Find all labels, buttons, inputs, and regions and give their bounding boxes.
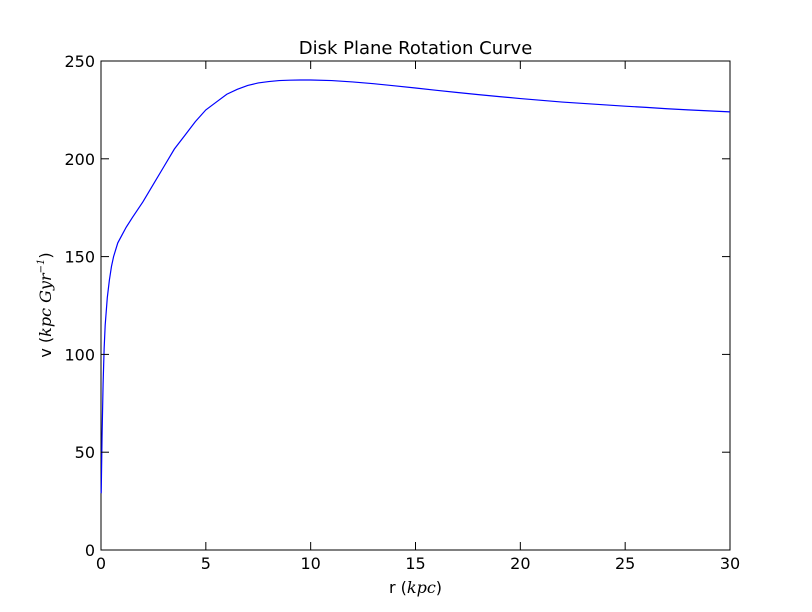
x-tick-label-3: 15 bbox=[405, 554, 425, 573]
y-tick-label-0: 0 bbox=[85, 541, 95, 560]
y-tick-label-5: 250 bbox=[64, 52, 95, 71]
x-tick-label-5: 25 bbox=[615, 554, 635, 573]
series-layer bbox=[100, 79, 731, 494]
plot-area: 0 5 10 15 20 25 30 0 50 100 150 200 250 bbox=[64, 52, 740, 573]
y-axis-label-prefix: v ( bbox=[36, 337, 55, 358]
y-axis-label-suffix: ) bbox=[36, 252, 55, 258]
y-tick-label-1: 50 bbox=[75, 443, 95, 462]
y-axis-label-exponent: −1 bbox=[36, 259, 47, 274]
x-axis-label-prefix: r ( bbox=[389, 578, 407, 597]
y-tick-label-2: 100 bbox=[64, 345, 95, 364]
x-axis-label-suffix: ) bbox=[436, 578, 442, 597]
x-tick-label-6: 30 bbox=[720, 554, 740, 573]
x-tick-label-1: 5 bbox=[201, 554, 211, 573]
x-tick-label-4: 20 bbox=[510, 554, 530, 573]
axes-frame bbox=[100, 60, 731, 551]
x-axis-label-unit: kpc bbox=[407, 578, 436, 597]
x-tick-label-2: 10 bbox=[300, 554, 320, 573]
x-axis-label: r (kpc) bbox=[389, 578, 442, 597]
tick-labels-layer: 0 5 10 15 20 25 30 0 50 100 150 200 250 bbox=[64, 52, 740, 573]
y-axis-label: v (kpc Gyr−1) bbox=[36, 252, 55, 357]
y-axis-label-unit: kpc Gyr bbox=[36, 272, 55, 337]
x-tick-label-0: 0 bbox=[96, 554, 106, 573]
chart-title: Disk Plane Rotation Curve bbox=[299, 38, 533, 59]
y-tick-label-3: 150 bbox=[64, 248, 95, 267]
series-line-0 bbox=[100, 79, 731, 494]
y-tick-label-4: 200 bbox=[64, 150, 95, 169]
ticks-layer bbox=[100, 60, 731, 551]
